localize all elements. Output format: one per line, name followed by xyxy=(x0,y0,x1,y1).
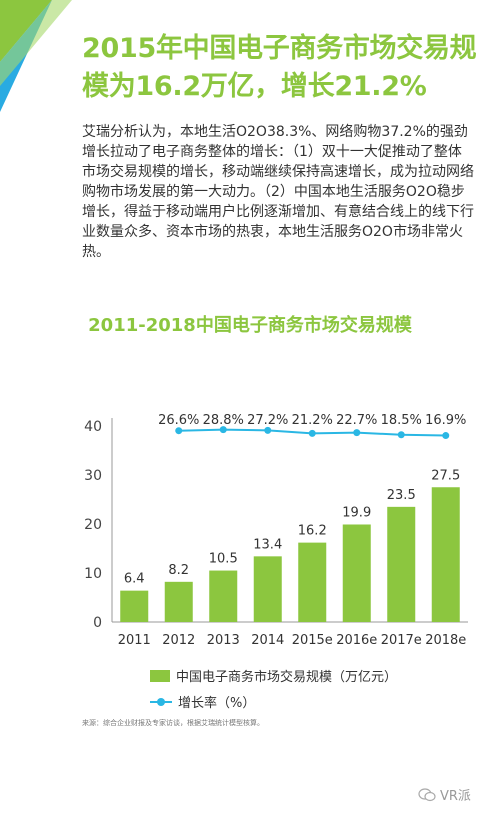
bar-label-2013: 10.5 xyxy=(209,552,238,567)
x-tick-label-2016e: 2016e xyxy=(336,633,377,648)
bar-label-2012: 8.2 xyxy=(168,563,189,578)
x-tick-label-2014: 2014 xyxy=(251,633,284,648)
bar-2014 xyxy=(253,556,282,622)
legend-line-swatch xyxy=(150,696,172,708)
corner-decoration xyxy=(0,0,72,112)
source-note: 来源：综合企业财报及专家访谈，根据艾瑞统计模型核算。 xyxy=(82,719,264,727)
y-tick-label: 0 xyxy=(93,615,102,631)
y-tick-label: 30 xyxy=(84,468,102,484)
bar-label-2017e: 23.5 xyxy=(387,488,416,503)
legend-bar-swatch xyxy=(150,669,170,682)
legend-bar-series: 中国电子商务市场交易规模（万亿元） xyxy=(150,666,397,685)
bar-2011 xyxy=(120,590,149,622)
bar-2018e xyxy=(431,487,460,622)
x-tick-label-2017e: 2017e xyxy=(381,633,422,648)
bar-2015e xyxy=(298,542,327,622)
chart: 0 10 20 30 40 6.4 8.2 10.5 13.4 16.2 19.9 23.5 27.5 2… xyxy=(84,413,468,648)
x-tick-label-2011: 2011 xyxy=(118,633,151,648)
bar-label-2014: 13.4 xyxy=(253,537,282,552)
growth-label-2013: 28.8% xyxy=(203,413,244,428)
bar-2013 xyxy=(209,570,238,622)
growth-label-2015e: 21.2% xyxy=(292,413,333,428)
bar-label-2011: 6.4 xyxy=(124,572,145,587)
x-tick-label-2013: 2013 xyxy=(207,633,240,648)
growth-point-2012 xyxy=(175,427,183,435)
growth-point-2015e xyxy=(308,429,316,437)
growth-label-2016e: 22.7% xyxy=(336,413,377,428)
growth-point-2018e xyxy=(442,432,450,440)
x-tick-label-2018e: 2018e xyxy=(425,633,466,648)
x-tick-label-2015e: 2015e xyxy=(292,633,333,648)
legend-line-label: 增长率（%） xyxy=(178,696,256,711)
y-tick-label: 40 xyxy=(84,419,102,435)
growth-label-2012: 26.6% xyxy=(158,413,199,428)
y-tick-label: 20 xyxy=(84,517,102,533)
growth-label-2017e: 18.5% xyxy=(381,413,422,428)
body-text: 艾瑞分析认为，本地生活O2O38.3%、网络购物37.2%的强劲增长拉动了电子商… xyxy=(82,124,474,260)
legend-bar-label: 中国电子商务市场交易规模（万亿元） xyxy=(176,670,398,685)
growth-label-2018e: 16.9% xyxy=(425,413,466,428)
growth-label-2014: 27.2% xyxy=(247,413,288,428)
growth-point-2014 xyxy=(264,426,272,434)
bar-2012 xyxy=(164,581,193,622)
growth-point-2016e xyxy=(353,429,361,437)
chat-bubble-icon xyxy=(418,787,436,801)
bar-label-2016e: 19.9 xyxy=(342,505,371,520)
bar-label-2015e: 16.2 xyxy=(298,524,327,539)
headline: 2015年中国电子商务市场交易规模为16.2万亿，增长21.2% xyxy=(82,33,477,102)
watermark-text: VR派 xyxy=(440,789,471,804)
chart-title: 2011-2018中国电子商务市场交易规模 xyxy=(88,315,412,336)
y-tick-label: 10 xyxy=(84,566,102,582)
watermark: VR派 xyxy=(418,785,471,804)
bar-label-2018e: 27.5 xyxy=(431,468,460,483)
growth-point-2017e xyxy=(397,431,405,439)
growth-point-2013 xyxy=(219,426,227,434)
bar-2017e xyxy=(387,506,416,622)
legend-line-series: 增长率（%） xyxy=(150,692,255,711)
x-tick-label-2012: 2012 xyxy=(162,633,195,648)
bar-2016e xyxy=(342,524,371,622)
